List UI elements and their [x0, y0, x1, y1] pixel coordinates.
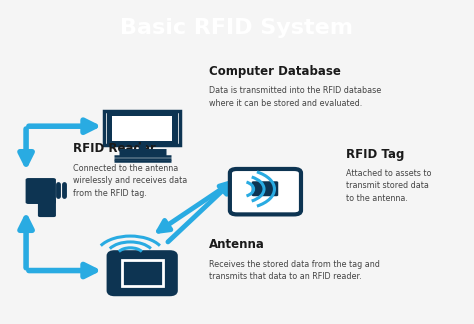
FancyBboxPatch shape	[107, 113, 178, 144]
FancyBboxPatch shape	[104, 111, 180, 145]
FancyBboxPatch shape	[112, 116, 172, 141]
Text: RFID Tag: RFID Tag	[346, 148, 404, 161]
Text: RFID Reader: RFID Reader	[73, 142, 156, 155]
FancyBboxPatch shape	[122, 260, 163, 286]
Text: Attached to assets to
transmit stored data
to the antenna.: Attached to assets to transmit stored da…	[346, 169, 431, 203]
FancyBboxPatch shape	[38, 198, 56, 217]
FancyBboxPatch shape	[109, 253, 175, 294]
Text: Computer Database: Computer Database	[209, 65, 340, 78]
Text: Connected to the antenna
wirelessly and receives data
from the RFID tag.: Connected to the antenna wirelessly and …	[73, 164, 188, 198]
FancyBboxPatch shape	[112, 116, 172, 140]
FancyBboxPatch shape	[252, 181, 278, 196]
FancyBboxPatch shape	[26, 178, 56, 204]
Text: Data is transmitted into the RFID database
where it can be stored and evaluated.: Data is transmitted into the RFID databa…	[209, 86, 381, 108]
Text: Receives the stored data from the tag and
transmits that data to an RFID reader.: Receives the stored data from the tag an…	[209, 260, 379, 281]
Text: Basic RFID System: Basic RFID System	[120, 18, 354, 38]
Text: Antenna: Antenna	[209, 238, 264, 251]
FancyBboxPatch shape	[230, 169, 301, 214]
